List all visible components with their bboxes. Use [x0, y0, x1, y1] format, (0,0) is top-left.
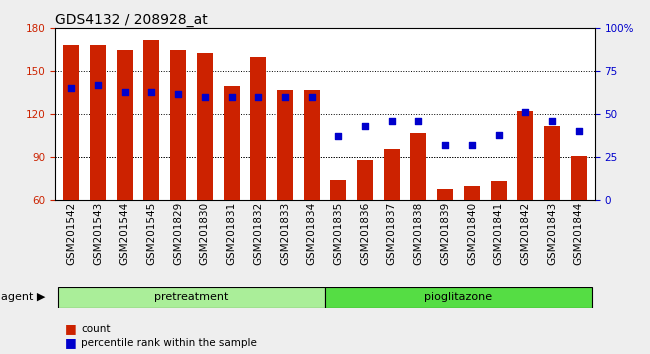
- Text: GSM201544: GSM201544: [120, 202, 130, 265]
- Text: GSM201840: GSM201840: [467, 202, 477, 265]
- Text: GSM201838: GSM201838: [413, 202, 424, 265]
- Bar: [491, 181, 506, 200]
- Text: pioglitazone: pioglitazone: [424, 292, 493, 302]
- Text: GSM201839: GSM201839: [440, 202, 450, 265]
- Bar: [410, 133, 426, 200]
- Point: [413, 118, 424, 124]
- Bar: [197, 53, 213, 200]
- Text: GSM201835: GSM201835: [333, 202, 343, 265]
- Point: [306, 94, 317, 100]
- Bar: [58, 287, 325, 308]
- Text: GSM201542: GSM201542: [66, 202, 76, 265]
- Bar: [571, 156, 587, 200]
- Bar: [544, 126, 560, 200]
- Text: GSM201844: GSM201844: [574, 202, 584, 265]
- Text: GSM201830: GSM201830: [200, 202, 210, 265]
- Bar: [250, 57, 266, 200]
- Point: [173, 91, 183, 96]
- Text: ■: ■: [65, 322, 77, 335]
- Text: GSM201837: GSM201837: [387, 202, 396, 265]
- Text: GSM201841: GSM201841: [493, 202, 504, 265]
- Point: [146, 89, 157, 95]
- Text: agent ▶: agent ▶: [1, 292, 46, 302]
- Bar: [224, 86, 240, 200]
- Point: [120, 89, 130, 95]
- Bar: [117, 50, 133, 200]
- Text: GDS4132 / 208928_at: GDS4132 / 208928_at: [55, 13, 208, 27]
- Text: GSM201833: GSM201833: [280, 202, 290, 265]
- Text: GSM201834: GSM201834: [307, 202, 317, 265]
- Bar: [517, 111, 533, 200]
- Text: GSM201543: GSM201543: [93, 202, 103, 265]
- Bar: [330, 180, 346, 200]
- Point: [387, 118, 397, 124]
- Text: GSM201831: GSM201831: [226, 202, 237, 265]
- Bar: [144, 40, 159, 200]
- Text: ■: ■: [65, 336, 77, 349]
- Point: [467, 142, 477, 148]
- Bar: [304, 90, 320, 200]
- Text: GSM201842: GSM201842: [520, 202, 530, 265]
- Point: [360, 123, 370, 129]
- Text: pretreatment: pretreatment: [154, 292, 229, 302]
- Bar: [464, 186, 480, 200]
- Text: percentile rank within the sample: percentile rank within the sample: [81, 338, 257, 348]
- Bar: [277, 90, 293, 200]
- Point: [520, 110, 530, 115]
- Point: [280, 94, 290, 100]
- Point: [440, 142, 450, 148]
- Text: count: count: [81, 324, 110, 333]
- Bar: [90, 46, 106, 200]
- Point: [493, 132, 504, 138]
- Point: [547, 118, 557, 124]
- Point: [226, 94, 237, 100]
- Bar: [384, 149, 400, 200]
- Bar: [63, 46, 79, 200]
- Point: [200, 94, 210, 100]
- Point: [253, 94, 263, 100]
- Text: GSM201545: GSM201545: [146, 202, 157, 265]
- Point: [573, 129, 584, 134]
- Point: [93, 82, 103, 88]
- Bar: [437, 189, 453, 200]
- Bar: [170, 50, 186, 200]
- Bar: [325, 287, 592, 308]
- Text: GSM201843: GSM201843: [547, 202, 557, 265]
- Text: GSM201836: GSM201836: [360, 202, 370, 265]
- Text: GSM201832: GSM201832: [254, 202, 263, 265]
- Bar: [357, 160, 373, 200]
- Point: [333, 134, 344, 139]
- Text: GSM201829: GSM201829: [173, 202, 183, 265]
- Point: [66, 86, 77, 91]
